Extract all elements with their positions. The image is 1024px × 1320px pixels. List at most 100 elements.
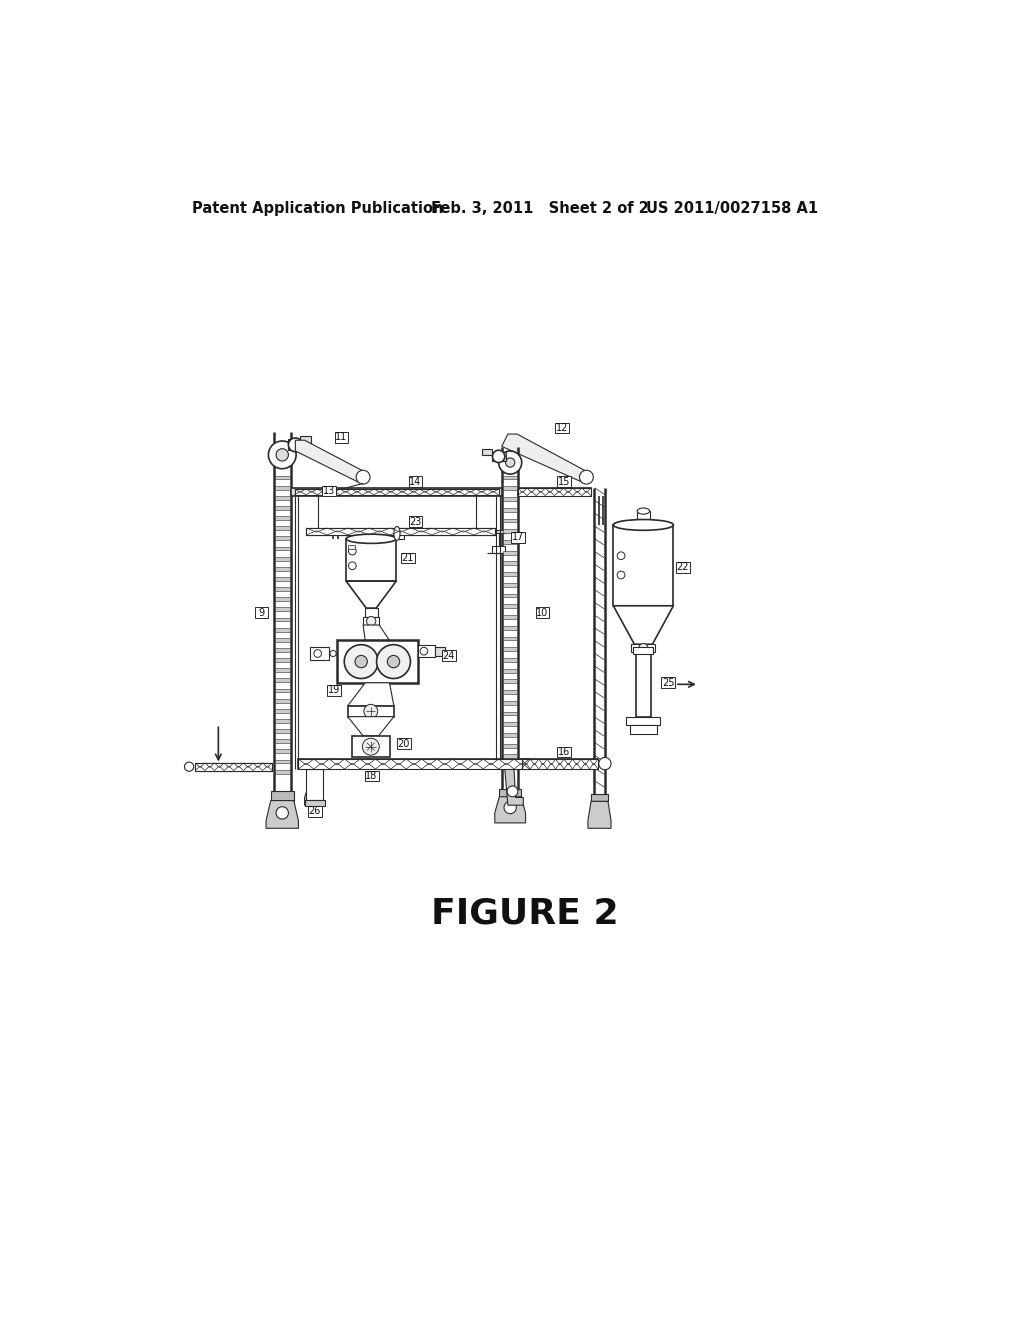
Circle shape [364,705,378,718]
Bar [274,698,290,702]
Bar [274,546,290,550]
Bar [274,648,290,652]
Bar [196,763,272,771]
Bar [365,771,379,781]
Bar [557,477,571,487]
Bar [503,529,517,533]
Text: 17: 17 [512,532,524,543]
Bar [637,511,649,525]
Bar [274,709,290,713]
Bar [536,607,550,618]
Bar [503,657,517,661]
Polygon shape [588,801,611,829]
Text: 16: 16 [558,747,570,758]
Circle shape [506,458,515,467]
Bar [503,722,517,726]
Bar [274,577,290,581]
Text: 11: 11 [336,432,348,442]
Bar [364,618,379,626]
Bar [274,475,290,479]
Circle shape [307,785,317,797]
Polygon shape [348,682,394,706]
Bar [503,561,517,565]
Bar [503,508,517,512]
Bar [274,557,290,561]
Bar [300,436,310,444]
Bar [400,553,415,564]
Bar [255,607,268,618]
Bar [676,562,689,573]
Circle shape [377,644,411,678]
Bar [348,706,394,717]
Bar [274,597,290,601]
Text: 9: 9 [258,607,264,618]
Bar [503,572,517,576]
Polygon shape [348,717,394,737]
Text: 22: 22 [677,562,689,573]
Bar [274,628,290,631]
Bar [503,647,517,651]
Bar [503,486,517,490]
Bar [310,647,330,660]
Bar [503,475,517,479]
Bar [274,770,290,774]
Bar [270,792,294,800]
Bar [274,668,290,672]
Bar [323,486,336,496]
Bar [274,516,290,520]
Bar [503,605,517,609]
Bar [274,678,290,682]
Bar [274,638,290,642]
Bar [591,793,608,801]
Circle shape [276,449,289,461]
Polygon shape [613,606,674,644]
Circle shape [184,762,194,771]
Polygon shape [505,770,523,805]
Text: Feb. 3, 2011   Sheet 2 of 2: Feb. 3, 2011 Sheet 2 of 2 [431,201,649,216]
Bar [518,488,591,496]
Bar [335,432,348,442]
Bar [503,583,517,586]
Ellipse shape [346,535,396,544]
Bar [304,800,325,807]
Text: 21: 21 [401,553,414,564]
Circle shape [348,562,356,570]
Bar [503,540,517,544]
Bar [555,422,568,433]
Bar [503,626,517,630]
Bar [306,770,323,800]
Bar [503,519,517,523]
Text: 25: 25 [662,677,674,688]
Bar [636,652,651,718]
Bar [503,636,517,640]
Bar [557,747,571,758]
Bar [274,506,290,510]
Bar [482,449,492,455]
Bar [307,807,322,817]
Bar [627,718,660,725]
Text: 20: 20 [397,739,410,748]
Circle shape [268,441,296,469]
Bar [351,737,390,758]
Bar [503,615,517,619]
Text: 24: 24 [442,651,455,661]
Text: FIGURE 2: FIGURE 2 [431,896,618,931]
Bar [503,766,517,770]
Circle shape [387,656,399,668]
Circle shape [507,785,518,797]
Bar [503,733,517,737]
Bar [503,711,517,715]
Bar [306,528,495,535]
Bar [409,516,422,527]
Bar [274,527,290,531]
Bar [274,689,290,693]
Circle shape [367,616,376,626]
Polygon shape [346,581,396,609]
Text: 26: 26 [308,807,321,816]
Bar [503,701,517,705]
Bar [418,645,435,657]
Text: 19: 19 [328,685,340,696]
Bar [492,451,506,461]
Bar [295,488,499,495]
Bar [274,587,290,591]
